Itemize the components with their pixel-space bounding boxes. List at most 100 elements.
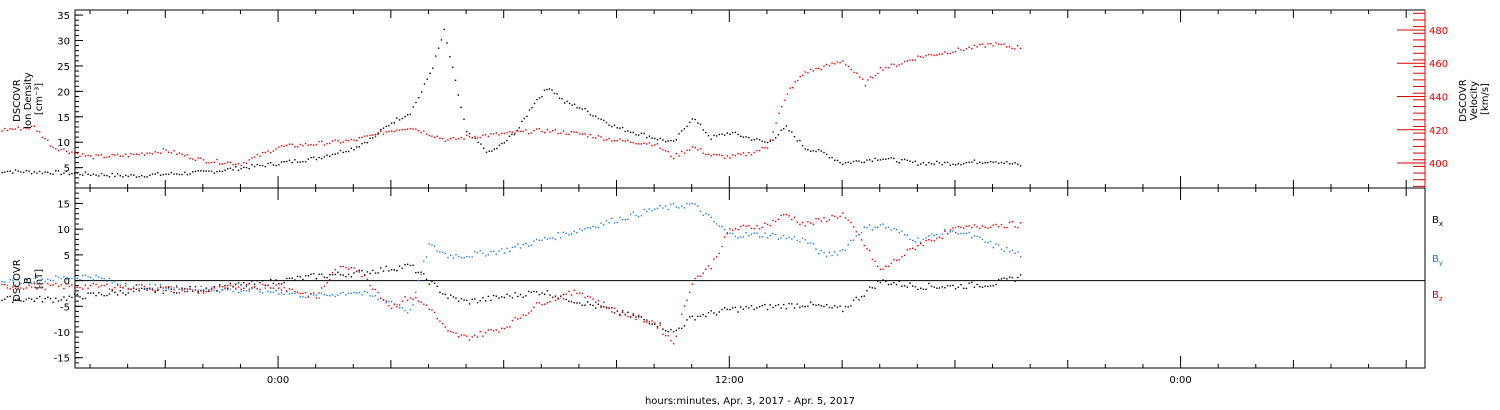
bx-series-point	[377, 272, 379, 274]
bz-series-point	[715, 256, 718, 258]
velocity-series-point	[560, 132, 562, 134]
bz-series-point	[492, 330, 495, 332]
velocity-series-point	[957, 47, 959, 49]
by-series-point	[288, 293, 291, 295]
bx-series-point	[992, 285, 994, 287]
density-series-point	[68, 173, 70, 176]
bz-series-point	[431, 309, 433, 311]
density-series-point	[184, 171, 186, 173]
bz-series-point	[323, 285, 326, 287]
bx-series-point	[775, 304, 777, 307]
by-series-point	[629, 213, 632, 215]
velocity-series-point	[965, 48, 968, 50]
density-series-point	[176, 173, 178, 175]
by-series-point	[549, 237, 551, 239]
by-series-point	[560, 237, 562, 239]
by-series-point	[404, 309, 406, 312]
by-series-point	[866, 226, 868, 229]
density-series-point	[766, 141, 769, 144]
bz-series-point	[992, 224, 994, 226]
by-series-point	[511, 246, 514, 249]
bz-series-point	[460, 334, 463, 336]
bz-series-point	[651, 320, 653, 322]
bz-series-point	[877, 265, 879, 268]
by-series-point	[557, 232, 559, 234]
bx-series-point	[906, 286, 908, 288]
velocity-series-point	[804, 71, 806, 73]
velocity-series-point	[944, 51, 946, 53]
velocity-series-point	[893, 63, 895, 65]
density-series-point	[501, 142, 503, 145]
density-series-point	[468, 132, 471, 135]
bz-series-point	[965, 225, 968, 227]
y-tick-label: -5	[60, 302, 70, 313]
density-series-point	[302, 161, 304, 163]
density-series-point	[521, 120, 523, 123]
velocity-series-point	[815, 67, 817, 70]
bx-series-point	[261, 280, 264, 282]
bx-series-point	[71, 296, 73, 299]
by-series-point	[766, 237, 769, 239]
by-series-point	[715, 223, 718, 225]
bz-series-point	[299, 292, 301, 295]
bx-series-point	[466, 299, 468, 302]
density-series-point	[426, 78, 428, 80]
bz-series-point	[893, 259, 895, 261]
velocity-series-point	[12, 128, 14, 130]
density-series-point	[95, 174, 97, 176]
velocity-series-point	[895, 65, 898, 67]
by-series-point	[167, 288, 170, 290]
bz-series-point	[560, 295, 562, 297]
bx-series-point	[732, 307, 734, 309]
velocity-series-point	[468, 136, 471, 138]
by-series-point	[568, 234, 570, 236]
density-series-point	[60, 173, 62, 176]
bz-series-point	[261, 283, 264, 286]
by-series-point	[433, 245, 436, 247]
by-series-point	[366, 291, 369, 294]
by-series-point	[127, 288, 129, 291]
bx-series-point	[141, 287, 143, 290]
by-series-point	[616, 221, 618, 224]
bz-series-point	[398, 304, 401, 306]
bz-series-point	[603, 301, 605, 303]
bz-series-point	[925, 239, 927, 242]
velocity-series-point	[157, 151, 159, 154]
bz-series-point	[1019, 222, 1022, 224]
bz-series-point	[17, 286, 19, 288]
density-series-point	[407, 114, 409, 116]
bz-series-point	[766, 223, 769, 226]
bz-series-point	[98, 286, 100, 288]
density-series-point	[922, 162, 925, 164]
by-series-point	[565, 232, 567, 234]
density-series-point	[79, 173, 81, 176]
bx-series-point	[425, 278, 428, 280]
bx-series-point	[960, 284, 962, 286]
bx-series-point	[506, 293, 508, 295]
bz-series-point	[484, 332, 487, 334]
velocity-series-point	[912, 59, 914, 61]
by-series-point	[732, 232, 734, 235]
velocity-series-point	[84, 155, 87, 157]
velocity-series-point	[501, 132, 503, 135]
bx-series-point	[796, 303, 798, 305]
by-series-point	[275, 290, 277, 292]
by-series-point	[726, 231, 728, 234]
bx-series-point	[568, 300, 570, 302]
bz-series-point	[742, 224, 745, 227]
bz-series-point	[73, 287, 76, 289]
velocity-series-point	[938, 53, 941, 55]
by-series-point	[377, 298, 379, 301]
by-series-point	[264, 287, 266, 289]
velocity-series-point	[323, 144, 326, 146]
bz-series-point	[350, 267, 352, 269]
bx-series-point	[723, 307, 726, 309]
velocity-series-point	[775, 122, 777, 124]
by-series-point	[672, 203, 675, 205]
bz-series-point	[535, 302, 538, 304]
by-series-point	[12, 279, 14, 281]
bz-series-point	[208, 290, 210, 292]
bz-series-point	[433, 311, 436, 314]
velocity-series-point	[672, 157, 675, 160]
bz-series-point	[415, 297, 417, 299]
